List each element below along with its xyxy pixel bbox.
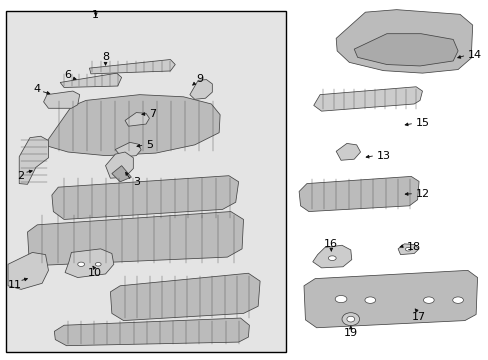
Polygon shape bbox=[335, 10, 472, 73]
Polygon shape bbox=[105, 152, 133, 178]
Polygon shape bbox=[304, 270, 477, 328]
Text: 5: 5 bbox=[146, 140, 153, 150]
Polygon shape bbox=[110, 273, 260, 320]
Polygon shape bbox=[115, 142, 141, 157]
Ellipse shape bbox=[328, 256, 335, 261]
Text: 1: 1 bbox=[92, 10, 99, 20]
Text: 13: 13 bbox=[376, 150, 390, 161]
Polygon shape bbox=[8, 252, 48, 289]
Polygon shape bbox=[52, 176, 238, 220]
Text: 7: 7 bbox=[149, 109, 156, 119]
Polygon shape bbox=[312, 245, 351, 268]
Polygon shape bbox=[89, 59, 175, 74]
Text: 11: 11 bbox=[7, 280, 21, 290]
Text: 15: 15 bbox=[415, 118, 429, 128]
Polygon shape bbox=[112, 166, 131, 182]
Text: 18: 18 bbox=[406, 242, 420, 252]
Polygon shape bbox=[397, 244, 418, 255]
Text: 6: 6 bbox=[64, 70, 71, 80]
Polygon shape bbox=[335, 143, 360, 160]
Polygon shape bbox=[54, 318, 249, 346]
Text: 3: 3 bbox=[133, 177, 140, 187]
Ellipse shape bbox=[95, 262, 101, 266]
Polygon shape bbox=[299, 176, 418, 212]
Text: 14: 14 bbox=[467, 50, 481, 60]
Bar bbox=[5, 12, 285, 352]
Polygon shape bbox=[65, 249, 114, 278]
Text: 9: 9 bbox=[196, 74, 203, 84]
Text: 2: 2 bbox=[17, 171, 24, 181]
Text: 4: 4 bbox=[34, 84, 41, 94]
Text: 16: 16 bbox=[324, 239, 338, 249]
Polygon shape bbox=[353, 34, 457, 66]
Text: 8: 8 bbox=[102, 52, 109, 62]
Polygon shape bbox=[189, 80, 212, 99]
Ellipse shape bbox=[78, 262, 84, 266]
Polygon shape bbox=[47, 95, 220, 156]
Polygon shape bbox=[125, 113, 149, 126]
Ellipse shape bbox=[423, 297, 433, 303]
Ellipse shape bbox=[364, 297, 375, 303]
Ellipse shape bbox=[452, 297, 463, 303]
Ellipse shape bbox=[334, 296, 346, 303]
Text: 12: 12 bbox=[415, 189, 429, 199]
Polygon shape bbox=[313, 87, 422, 111]
Polygon shape bbox=[60, 73, 122, 87]
Polygon shape bbox=[43, 91, 80, 108]
Text: 10: 10 bbox=[88, 267, 102, 278]
Circle shape bbox=[346, 316, 354, 322]
Text: 17: 17 bbox=[411, 312, 425, 322]
Polygon shape bbox=[27, 212, 243, 265]
Text: 19: 19 bbox=[343, 328, 357, 338]
Ellipse shape bbox=[405, 247, 410, 251]
Circle shape bbox=[341, 313, 359, 325]
Polygon shape bbox=[19, 136, 48, 184]
